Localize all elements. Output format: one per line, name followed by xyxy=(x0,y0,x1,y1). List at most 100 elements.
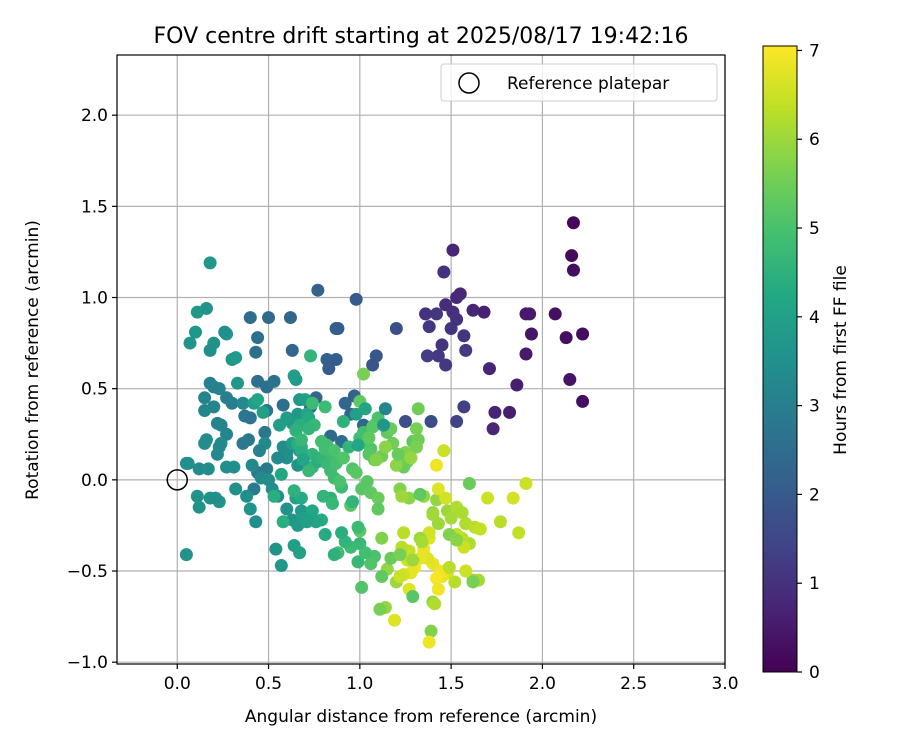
scatter-point xyxy=(565,249,579,263)
scatter-point xyxy=(566,263,580,277)
scatter-point xyxy=(220,391,234,405)
x-tick-label: 1.5 xyxy=(438,674,465,694)
scatter-point xyxy=(506,491,520,505)
colorbar-tick-label: 4 xyxy=(809,308,820,328)
colorbar-tick-label: 7 xyxy=(809,41,820,61)
scatter-point xyxy=(336,451,350,465)
scatter-point xyxy=(437,265,451,279)
scatter-point xyxy=(524,327,538,341)
scatter-point xyxy=(183,336,197,350)
scatter-point xyxy=(364,557,378,571)
scatter-point xyxy=(229,482,243,496)
colorbar-tick-label: 2 xyxy=(809,485,820,505)
scatter-point xyxy=(329,353,343,366)
reference-platepar-marker xyxy=(166,469,189,491)
scatter-point xyxy=(512,526,526,540)
scatter-point xyxy=(519,307,533,321)
scatter-point xyxy=(406,553,420,567)
scatter-point xyxy=(375,569,389,583)
scatter-point xyxy=(559,331,573,345)
scatter-point xyxy=(424,414,438,428)
scatter-point xyxy=(346,495,360,509)
scatter-point xyxy=(435,338,449,352)
colorbar-label: Hours from first FF file xyxy=(831,265,851,455)
scatter-point xyxy=(231,376,245,390)
scatter-point xyxy=(420,349,434,363)
scatter-point xyxy=(409,440,423,454)
scatter-point xyxy=(366,420,380,434)
y-tick-label: 2.0 xyxy=(81,106,108,126)
scatter-point xyxy=(450,414,464,428)
scatter-point xyxy=(431,582,445,596)
colorbar-tick-label: 0 xyxy=(809,663,820,683)
scatter-point xyxy=(349,466,363,480)
scatter-point xyxy=(351,520,365,534)
scatter-point xyxy=(358,546,372,560)
scatter-point xyxy=(179,548,193,562)
scatter-point xyxy=(302,464,316,478)
y-tick-label: 0.5 xyxy=(81,380,108,400)
scatter-point xyxy=(245,458,259,472)
scatter-point xyxy=(243,411,257,425)
scatter-point xyxy=(477,305,491,319)
scatter-point xyxy=(488,405,502,419)
scatter-point xyxy=(251,331,265,345)
scatter-point xyxy=(486,422,500,436)
scatter-point xyxy=(203,343,217,357)
scatter-point xyxy=(431,482,445,496)
scatter-point xyxy=(459,343,473,357)
scatter-point xyxy=(338,396,352,410)
scatter-point xyxy=(430,571,444,585)
scatter-point xyxy=(269,542,283,556)
y-tick-label: 0.0 xyxy=(81,471,108,491)
scatter-point xyxy=(493,515,507,529)
scatter-point xyxy=(431,349,445,363)
scatter-point xyxy=(251,393,265,407)
scatter-point xyxy=(430,307,444,321)
scatter-point xyxy=(426,507,440,521)
y-tick-label: −0.5 xyxy=(67,562,108,582)
scatter-point xyxy=(378,402,392,416)
scatter-point xyxy=(249,345,263,359)
scatter-point xyxy=(294,433,308,447)
scatter-point xyxy=(411,402,425,416)
legend-reference-marker xyxy=(458,72,480,94)
scatter-point xyxy=(473,522,487,536)
scatter-point xyxy=(366,358,380,372)
colorbar-tick-label: 6 xyxy=(809,130,820,150)
scatter-point xyxy=(422,320,436,334)
scatter-point xyxy=(356,367,370,381)
scatter-point xyxy=(398,414,412,428)
scatter-point xyxy=(256,405,270,419)
scatter-point xyxy=(210,447,224,461)
scatter-point xyxy=(325,497,339,511)
scatter-point xyxy=(327,548,341,562)
colorbar-gradient xyxy=(762,45,798,673)
scatter-point xyxy=(406,590,420,604)
scatter-point xyxy=(258,425,272,439)
scatter-point xyxy=(329,322,343,336)
scatter-point xyxy=(349,292,363,306)
scatter-point xyxy=(274,559,288,573)
scatter-point xyxy=(283,311,297,325)
legend-box xyxy=(440,63,718,102)
scatter-point xyxy=(335,526,349,540)
legend: Reference platepar xyxy=(440,63,718,102)
scatter-point xyxy=(519,476,533,490)
x-axis-label: Angular distance from reference (arcmin) xyxy=(245,707,597,727)
scatter-point xyxy=(280,502,294,516)
scatter-point xyxy=(419,307,433,321)
scatter-point xyxy=(422,635,436,649)
scatter-point xyxy=(296,453,310,467)
scatter-point xyxy=(287,484,301,498)
legend-label: Reference platepar xyxy=(507,74,669,94)
scatter-point xyxy=(203,376,217,390)
scatter-point xyxy=(393,548,407,562)
colorbar: 0 1 2 3 4 5 6 7 Hours from first FF file xyxy=(762,41,851,683)
scatter-point xyxy=(280,411,294,425)
scatter-point xyxy=(276,515,290,529)
scatter-point xyxy=(442,560,456,574)
scatter-point xyxy=(249,515,263,529)
scatter-point xyxy=(311,283,325,297)
